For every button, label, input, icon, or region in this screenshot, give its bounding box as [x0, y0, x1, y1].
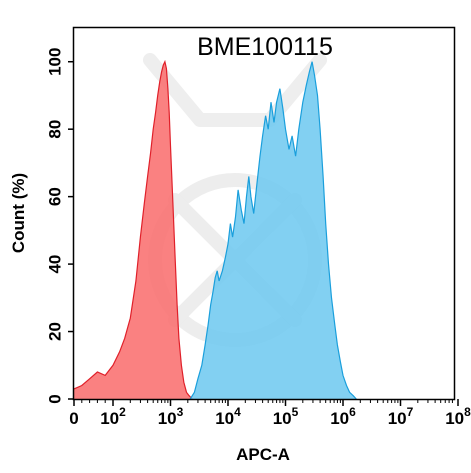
x-axis: 0 102 103 104 105 106 107 108: [69, 399, 471, 428]
x-tick-label: 106: [330, 405, 356, 428]
y-tick-label: 100: [45, 48, 64, 76]
plot-frame: [72, 26, 456, 401]
x-tick-label: 105: [273, 405, 299, 428]
series-1-line: [73, 59, 193, 400]
y-tick-label: 40: [45, 255, 64, 274]
x-tick-label: 104: [215, 405, 241, 428]
y-tick-label: 20: [45, 322, 64, 341]
y-axis-title: Count (%): [9, 173, 28, 253]
x-tick-label: 107: [388, 405, 414, 428]
x-tick-label: 0: [69, 409, 78, 428]
series-2-line: [189, 61, 357, 400]
x-axis-title: APC-A: [236, 445, 290, 464]
x-tick-label: 102: [100, 405, 126, 428]
chart-title: BME100115: [197, 33, 333, 61]
series-2-area: [190, 61, 357, 399]
y-tick-label: 80: [45, 120, 64, 139]
y-tick-label: 0: [45, 394, 64, 403]
y-axis: 0 20 40 60 80 100: [45, 48, 74, 404]
x-tick-label: 108: [445, 405, 471, 428]
y-tick-label: 60: [45, 187, 64, 206]
plot-area: [73, 59, 357, 400]
x-tick-label: 103: [158, 405, 184, 428]
series-1-area: [74, 61, 193, 399]
